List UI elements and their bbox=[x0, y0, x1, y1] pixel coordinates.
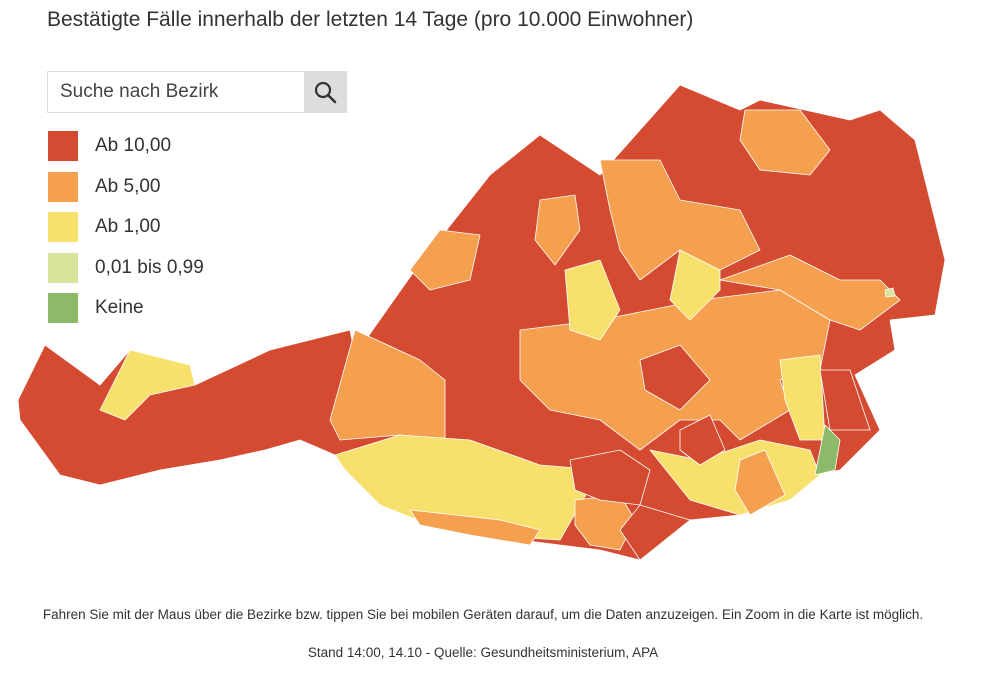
district-region[interactable] bbox=[599, 159, 761, 281]
district-region[interactable] bbox=[739, 109, 831, 176]
legend-item: 0,01 bis 0,99 bbox=[48, 252, 204, 283]
search-icon bbox=[314, 81, 337, 104]
legend-swatch bbox=[48, 171, 78, 202]
district-region[interactable] bbox=[334, 434, 601, 541]
district-region[interactable] bbox=[564, 259, 621, 341]
legend-item: Ab 1,00 bbox=[48, 212, 204, 242]
legend-label: 0,01 bis 0,99 bbox=[95, 256, 204, 278]
legend-label: Keine bbox=[95, 297, 144, 318]
district-region[interactable] bbox=[639, 344, 711, 411]
district-region[interactable] bbox=[329, 329, 446, 441]
search-box[interactable]: Suche nach Bezirk bbox=[47, 71, 347, 113]
district-region[interactable] bbox=[734, 449, 786, 516]
search-button[interactable] bbox=[304, 72, 346, 112]
district-region[interactable] bbox=[619, 504, 691, 561]
legend-label: Ab 10,00 bbox=[95, 135, 172, 156]
footer-source: Stand 14:00, 14.10 - Quelle: Gesundheits… bbox=[307, 645, 659, 660]
district-region[interactable] bbox=[679, 414, 726, 466]
legend: Ab 10,00 Ab 5,00 Ab 1,00 0,01 bis 0,99 Keine bbox=[48, 131, 204, 334]
district-region[interactable] bbox=[719, 254, 901, 331]
district-region[interactable] bbox=[819, 369, 871, 431]
district-region[interactable] bbox=[814, 424, 841, 476]
legend-item: Ab 10,00 bbox=[48, 131, 204, 161]
legend-swatch bbox=[48, 212, 78, 242]
legend-label: Ab 5,00 bbox=[95, 175, 161, 197]
district-region[interactable] bbox=[884, 287, 896, 298]
district-region[interactable] bbox=[409, 229, 481, 291]
district-region[interactable] bbox=[534, 194, 581, 266]
search-input[interactable]: Suche nach Bezirk bbox=[60, 81, 219, 102]
legend-label: Ab 1,00 bbox=[95, 216, 161, 237]
footer-note: Fahren Sie mit der Maus über die Bezirke… bbox=[42, 607, 924, 622]
district-region[interactable] bbox=[99, 349, 196, 421]
title: Bestätigte Fälle innerhalb der letzten 1… bbox=[47, 8, 694, 31]
legend-swatch bbox=[48, 293, 78, 323]
legend-item: Ab 5,00 bbox=[48, 171, 204, 202]
district-region[interactable] bbox=[779, 354, 826, 441]
legend-item: Keine bbox=[48, 293, 204, 323]
legend-swatch bbox=[48, 252, 78, 283]
district-region[interactable] bbox=[409, 509, 541, 546]
legend-swatch bbox=[48, 131, 78, 161]
map[interactable] bbox=[0, 0, 999, 600]
